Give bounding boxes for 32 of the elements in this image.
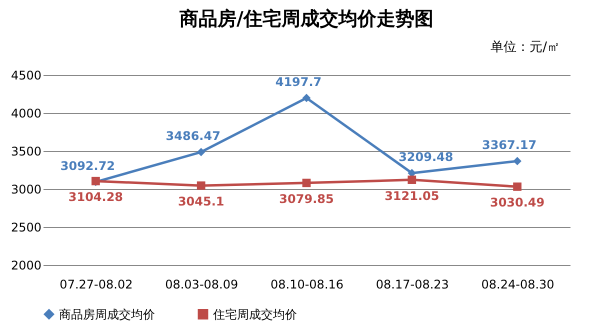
point: [196, 181, 206, 190]
y-tick-label: 4500: [10, 68, 42, 82]
x-tick-label: 08.24-08.30: [481, 278, 554, 292]
data-label: 3367.17: [482, 138, 537, 152]
chart-title: 商品房/住宅周成交均价走势图: [178, 8, 434, 30]
y-tick-label: 2000: [10, 258, 42, 272]
legend-label: 商品房周成交均价: [59, 307, 155, 322]
x-tick-label: 08.17-08.23: [376, 278, 449, 292]
x-tick-label: 08.03-08.09: [165, 278, 238, 292]
point: [196, 148, 206, 156]
data-label: 3045.1: [178, 194, 224, 209]
data-label: 3104.28: [68, 190, 124, 204]
y-tick-label: 4000: [10, 106, 42, 120]
legend-label: 住宅周成交均价: [212, 307, 297, 322]
point: [513, 156, 522, 166]
data-label: 3092.72: [60, 158, 116, 173]
data-label: 3209.48: [398, 150, 454, 164]
x-tick-label: 07.27-08.02: [60, 278, 133, 292]
data-label: 3121.05: [384, 188, 440, 203]
text: 单位：元/㎡: [490, 39, 560, 56]
y-tick-label: 3500: [10, 144, 42, 158]
data-label: 3486.47: [166, 129, 220, 144]
x-tick-label: 08.10-08.16: [270, 278, 344, 292]
point: [513, 182, 522, 191]
data-label: 3030.49: [490, 196, 545, 210]
data-label: 3079.85: [279, 192, 334, 206]
y-tick-label: 2500: [10, 220, 42, 234]
y-tick-label: 3000: [10, 182, 42, 196]
point: [408, 176, 416, 184]
point: [302, 178, 311, 188]
point: [302, 94, 311, 102]
data-label: 4197.7: [275, 74, 322, 89]
